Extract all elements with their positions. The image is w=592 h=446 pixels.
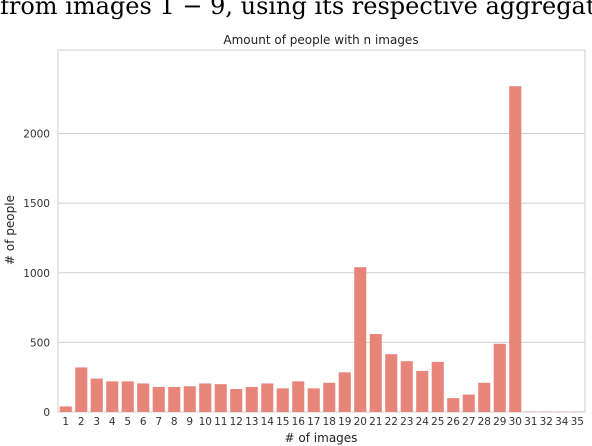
bar [137,383,150,412]
y-tick-label: 2000 [23,129,50,141]
bar [385,354,398,412]
bar [447,398,460,412]
x-tick-label: 28 [478,416,491,428]
x-tick-label: 24 [416,416,430,428]
x-tick-label: 23 [400,416,413,428]
y-tick-label: 1500 [23,198,50,210]
bar [292,381,305,412]
bar [478,382,491,412]
bar [431,361,444,412]
x-tick-label: 19 [338,416,351,428]
x-tick-label: 18 [323,416,336,428]
x-tick-label: 35 [571,416,584,428]
x-tick-label: 26 [447,416,461,428]
bar [199,383,212,412]
bar [462,394,475,412]
bar [323,382,336,412]
bar [90,378,103,412]
x-tick-label: 29 [493,416,506,428]
bar [509,86,522,412]
bar [416,370,429,412]
x-tick-label: 4 [109,416,116,428]
bar [493,343,506,412]
plot-frame [57,49,586,413]
x-tick-label: 3 [93,416,100,428]
bar [261,383,274,412]
bar [75,367,88,412]
bar [168,386,181,412]
bar [106,381,119,412]
x-tick-label: 21 [369,416,382,428]
x-tick-label: 14 [261,416,275,428]
x-tick-label: 11 [214,416,227,428]
x-tick-label: 12 [230,416,243,428]
x-tick-label: 20 [354,416,367,428]
bar [354,267,367,412]
caption-fragment: from images 1 − 9, using its respective … [0,0,592,20]
bar [400,361,413,412]
x-tick-label: 16 [292,416,306,428]
x-tick-label: 8 [171,416,178,428]
y-tick-label: 0 [43,407,50,419]
x-tick-label: 1 [62,416,69,428]
x-tick-label: 6 [140,416,147,428]
bar [338,372,351,412]
x-axis-label: # of images [285,431,358,445]
x-tick-label: 25 [431,416,444,428]
x-tick-label: 10 [199,416,212,428]
bar [276,388,289,412]
x-tick-label: 27 [462,416,475,428]
bar [121,381,134,412]
bar [307,388,320,412]
x-tick-label: 9 [186,416,193,428]
x-tick-label: 31 [524,416,537,428]
x-tick-label: 5 [124,416,131,428]
chart-title: Amount of people with n images [223,33,418,47]
y-tick-label: 500 [30,337,50,349]
bar [152,386,165,412]
x-tick-label: 17 [307,416,320,428]
x-tick-label: 15 [276,416,289,428]
x-tick-label: 7 [155,416,162,428]
bar [214,384,227,412]
x-tick-label: 34 [555,416,569,428]
bar [230,389,243,412]
x-tick-label: 30 [509,416,522,428]
bar [245,386,258,412]
bar [183,386,196,412]
y-axis-label: # of people [3,195,17,265]
x-tick-label: 13 [245,416,258,428]
bar [369,334,382,412]
bar [59,406,72,412]
x-tick-label: 32 [540,416,553,428]
y-tick-label: 1000 [23,268,50,280]
x-tick-label: 2 [78,416,85,428]
x-tick-label: 22 [385,416,398,428]
